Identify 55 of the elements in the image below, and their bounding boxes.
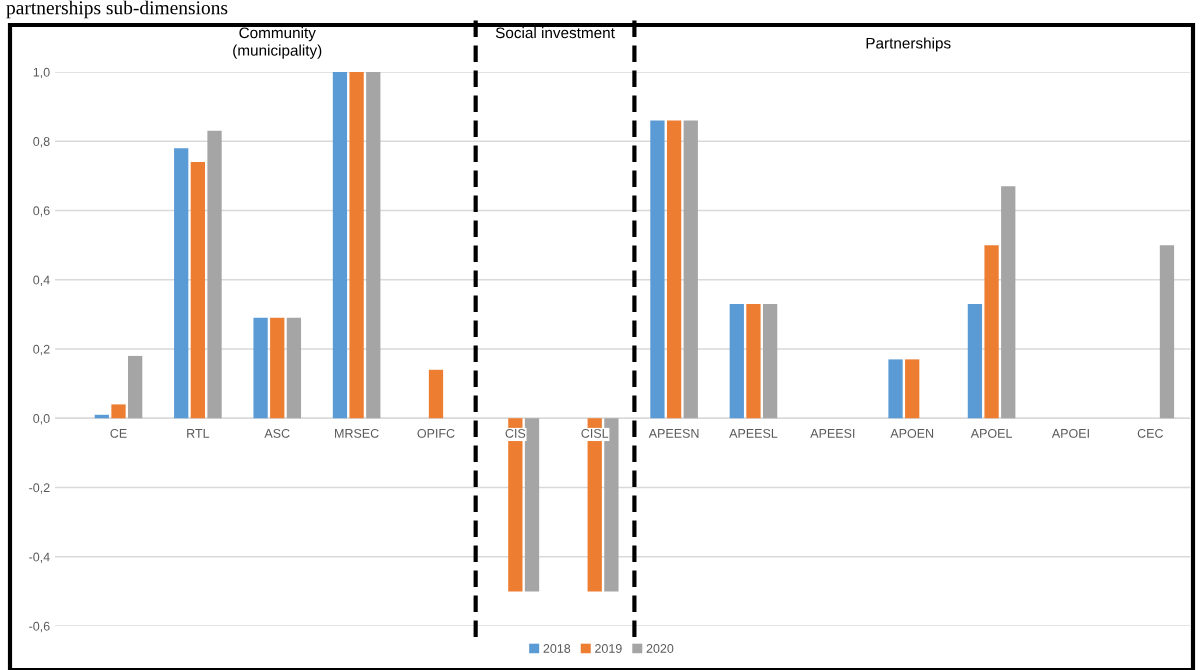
x-tick-label: CEC	[1137, 428, 1164, 438]
x-tick-label: APOEN	[890, 428, 934, 438]
text: Social investment	[495, 26, 615, 39]
bar	[111, 404, 126, 419]
bar	[888, 359, 903, 419]
x-tick-label: APOEL	[970, 428, 1012, 438]
y-tick-label: -0,6	[29, 621, 50, 633]
x-tick-label: ASC	[264, 428, 290, 438]
bar	[428, 369, 444, 419]
y-tick-label: 0,8	[33, 137, 50, 148]
bar	[905, 359, 920, 419]
chart-title: partnerships sub-dimensions	[6, 0, 228, 19]
y-tick-label: 0,2	[33, 344, 50, 356]
bar	[128, 355, 143, 419]
x-tick-label: RTL	[187, 429, 210, 438]
bar	[174, 148, 189, 419]
legend-label: 2019	[595, 644, 622, 653]
text: Community (municipality)	[233, 26, 322, 59]
bar	[666, 120, 682, 419]
bar	[524, 418, 540, 592]
bar	[729, 303, 744, 419]
x-tick-label: CISL	[581, 428, 609, 438]
bar	[253, 317, 268, 419]
bar	[349, 72, 364, 419]
bar	[762, 303, 778, 419]
bar	[366, 72, 381, 419]
bar	[270, 317, 285, 419]
x-tick-label: MRSEC	[335, 428, 379, 438]
x-tick-label: APEESL	[729, 428, 778, 438]
x-tick-label: APEESI	[810, 428, 855, 438]
bar	[286, 317, 302, 419]
y-tick-label: 0,6	[33, 206, 50, 217]
x-tick-label: APOEI	[1051, 428, 1089, 438]
bar	[1001, 186, 1016, 419]
bar	[746, 303, 761, 419]
bar	[967, 303, 983, 419]
x-tick-label: CIS	[505, 428, 526, 438]
x-tick-label: APEESN	[648, 428, 699, 438]
legend-label: 2018	[543, 644, 571, 653]
y-tick-label: 0,0	[33, 414, 50, 425]
text: Partnerships	[866, 37, 951, 52]
legend-label: 2020	[646, 644, 674, 653]
bar	[984, 245, 999, 419]
y-tick-label: 1,0	[33, 67, 50, 79]
y-tick-label: -0,2	[29, 483, 50, 494]
bar	[207, 130, 222, 419]
bar	[1159, 245, 1175, 419]
bar	[190, 162, 206, 419]
x-tick-label: CE	[110, 428, 127, 438]
y-tick-label: 0,4	[33, 275, 50, 286]
y-tick-label: -0,4	[29, 552, 50, 563]
x-tick-label: OPIFC	[417, 428, 455, 438]
bar	[332, 72, 348, 419]
bar	[650, 120, 665, 419]
bar	[683, 120, 698, 419]
